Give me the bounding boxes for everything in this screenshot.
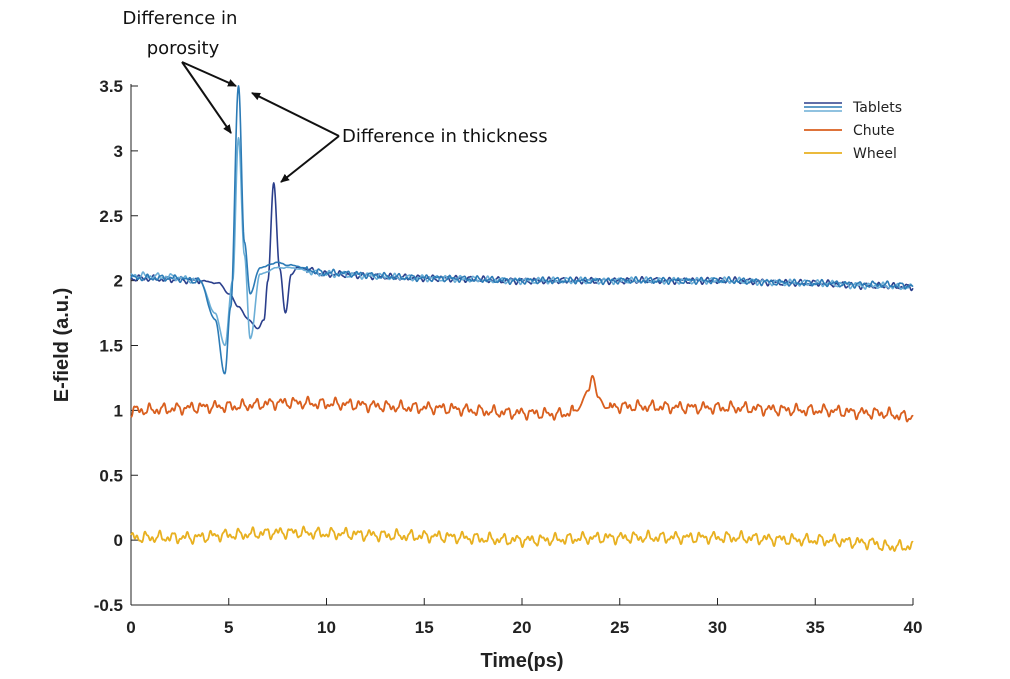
annotation-thickness-label: Difference in thickness — [342, 126, 548, 147]
series-line-tablets — [130, 137, 914, 347]
annotation-porosity: Difference in porosity — [123, 8, 238, 134]
x-tick-label: 5 — [224, 618, 233, 637]
series-line-tablets — [130, 85, 914, 375]
annotation-arrow-thickness-peak2 — [280, 135, 340, 183]
y-tick-label: 2.5 — [99, 207, 123, 226]
x-tick-label: 25 — [610, 618, 629, 637]
series-line-tablets — [130, 182, 914, 330]
y-tick-label: 0.5 — [99, 466, 123, 485]
y-tick-label: 3.5 — [99, 77, 123, 96]
y-tick-label: 1.5 — [99, 337, 123, 356]
annotation-arrow-porosity-peak — [181, 61, 237, 87]
x-tick-label: 10 — [317, 618, 336, 637]
annotation-porosity-line1: Difference in — [123, 8, 238, 29]
x-tick-label: 15 — [415, 618, 434, 637]
x-tick-label: 30 — [708, 618, 727, 637]
legend: Tablets Chute Wheel — [804, 100, 902, 162]
legend-label-wheel: Wheel — [853, 146, 897, 162]
x-axis-title: Time(ps) — [481, 650, 564, 672]
y-tick-label: 1 — [114, 401, 123, 420]
annotation-porosity-line2: porosity — [147, 38, 220, 59]
y-axis-title: E-field (a.u.) — [51, 288, 73, 402]
annotation-arrow-porosity-second — [181, 61, 232, 134]
legend-label-tablets: Tablets — [852, 100, 902, 116]
ticks: 0 5 10 15 20 25 30 35 40-0.500.511.522.533.5 — [94, 77, 923, 637]
annotation-thickness: Difference in thickness — [251, 92, 548, 183]
legend-item-tablets: Tablets — [804, 100, 902, 116]
x-tick-label: 0 — [126, 618, 135, 637]
legend-label-chute: Chute — [853, 123, 895, 139]
series-group — [130, 85, 914, 552]
y-tick-label: 0 — [114, 531, 123, 550]
legend-item-chute: Chute — [804, 123, 895, 139]
x-tick-label: 20 — [513, 618, 532, 637]
series-line-chute — [130, 374, 914, 423]
x-tick-label: 35 — [806, 618, 825, 637]
series-line-wheel — [130, 525, 914, 552]
y-tick-label: -0.5 — [94, 596, 123, 615]
y-tick-label: 3 — [114, 142, 123, 161]
plot-area: 0 5 10 15 20 25 30 35 40-0.500.511.522.533.5 — [94, 77, 923, 637]
legend-item-wheel: Wheel — [804, 146, 897, 162]
y-tick-label: 2 — [114, 272, 123, 291]
annotation-arrow-thickness-peak1 — [251, 92, 340, 137]
x-tick-label: 40 — [904, 618, 923, 637]
